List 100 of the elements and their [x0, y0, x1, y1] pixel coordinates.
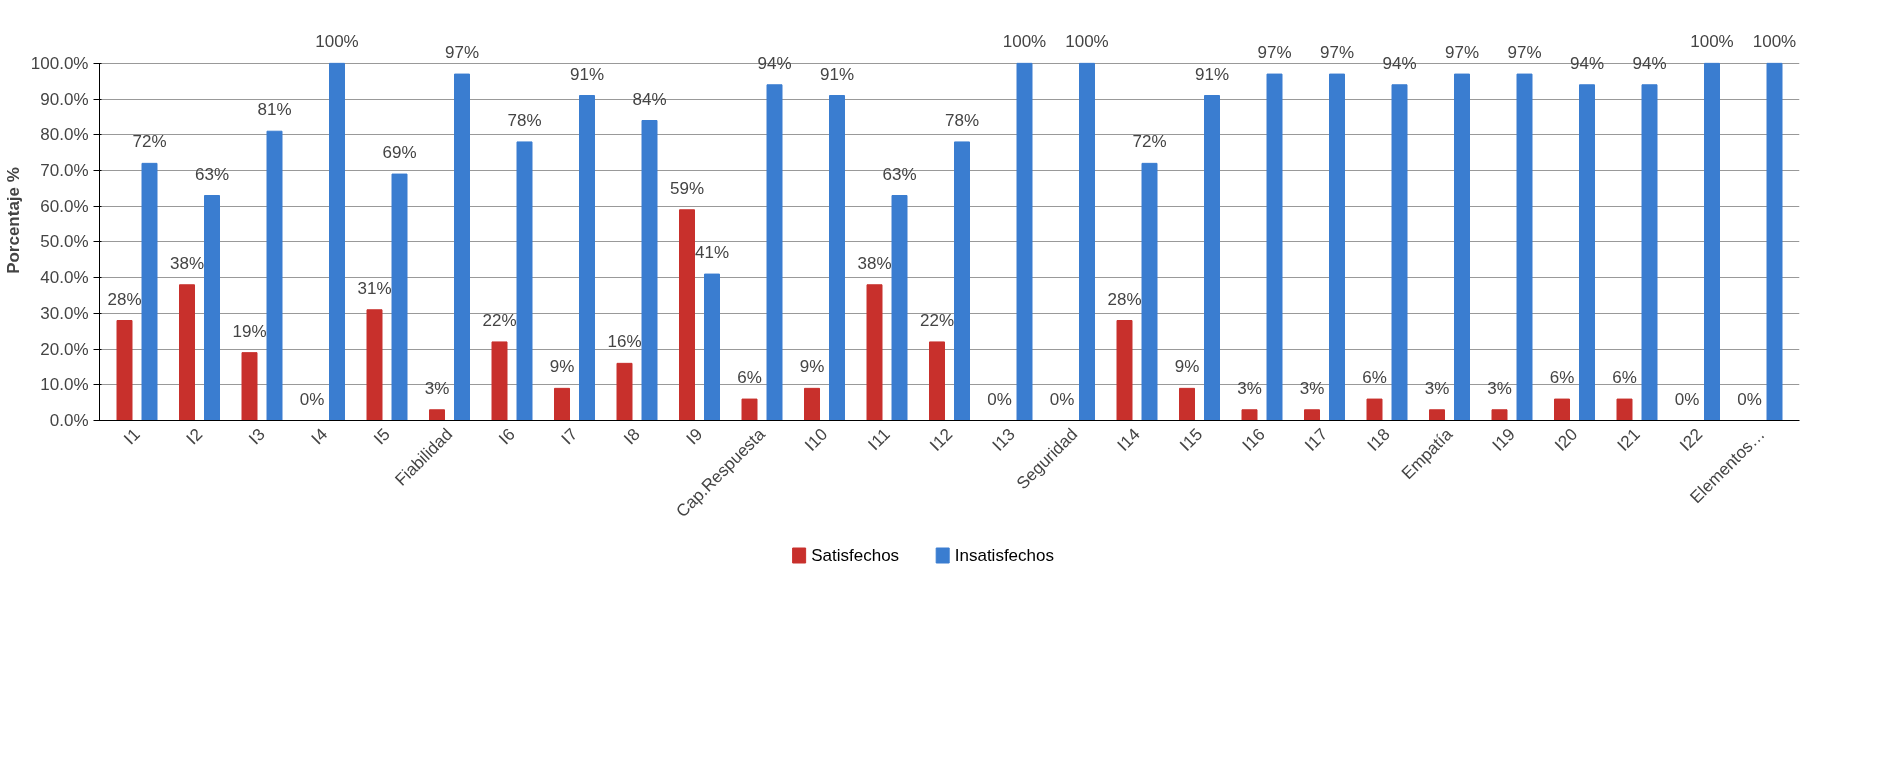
- data-label: 97%: [1444, 43, 1480, 63]
- data-label: 94%: [1382, 53, 1417, 73]
- data-label: 97%: [1507, 43, 1542, 63]
- x-tick-label: I11: [864, 424, 894, 455]
- data-label: 0%: [1674, 389, 1700, 409]
- x-tick-label: I1: [120, 424, 144, 449]
- bar: [1016, 62, 1033, 421]
- data-label: 100%: [1065, 32, 1109, 52]
- bar: [679, 209, 695, 421]
- data-label: 16%: [607, 332, 642, 352]
- bar: [641, 120, 658, 421]
- bar: [179, 284, 195, 421]
- bar: [766, 84, 783, 421]
- data-label: 91%: [569, 64, 605, 84]
- bar: [1304, 409, 1320, 421]
- bar: [116, 320, 133, 421]
- data-label: 72%: [1132, 132, 1167, 152]
- data-label: 59%: [669, 178, 705, 198]
- data-label: 97%: [1319, 43, 1355, 63]
- y-tick-label: 20.0%: [40, 339, 89, 359]
- bar: [929, 341, 945, 421]
- data-label: 100%: [1690, 32, 1734, 52]
- bar: [366, 309, 383, 421]
- data-label: 9%: [1174, 357, 1200, 377]
- bar: [1391, 84, 1408, 421]
- bar: [1241, 409, 1258, 421]
- data-label: 94%: [757, 53, 792, 73]
- x-tick-label: I2: [182, 424, 207, 449]
- data-label: 78%: [507, 110, 542, 130]
- bar: [1616, 398, 1633, 421]
- x-tick-label: I5: [370, 424, 394, 449]
- data-label: 84%: [632, 89, 667, 109]
- bar: [429, 409, 445, 421]
- y-tick-label: 40.0%: [40, 268, 89, 288]
- bar: [1179, 387, 1195, 421]
- data-label: 3%: [424, 378, 450, 398]
- data-label: 0%: [987, 389, 1012, 409]
- data-label: 3%: [1487, 378, 1512, 398]
- x-tick-label: I14: [1113, 424, 1144, 455]
- x-tick-label: I6: [495, 424, 519, 449]
- bar: [1704, 62, 1720, 421]
- bar: [1641, 84, 1658, 421]
- data-label: 100%: [1752, 32, 1797, 52]
- bar: [266, 130, 283, 421]
- data-label: 100%: [1002, 32, 1047, 52]
- bar: [1366, 398, 1383, 421]
- y-tick-label: 80.0%: [40, 125, 89, 145]
- x-tick-label: I16: [1238, 424, 1269, 455]
- data-label: 19%: [232, 321, 267, 341]
- data-label: 0%: [299, 389, 325, 409]
- data-label: 0%: [1737, 389, 1762, 409]
- data-label: 6%: [1362, 368, 1387, 388]
- x-tick-label: I7: [557, 424, 582, 449]
- bar: [1116, 320, 1133, 421]
- y-axis-title: Porcentaje %: [3, 167, 23, 274]
- bar: [1329, 73, 1345, 421]
- data-label: 78%: [944, 110, 980, 130]
- data-label: 3%: [1237, 378, 1262, 398]
- data-label: 3%: [1424, 378, 1450, 398]
- y-tick-label: 10.0%: [40, 375, 89, 395]
- data-label: 97%: [444, 43, 480, 63]
- x-tick-label: I21: [1613, 424, 1644, 455]
- y-tick-label: 0.0%: [49, 411, 89, 430]
- data-label: 63%: [882, 164, 917, 184]
- x-tick-label: I8: [620, 424, 644, 449]
- data-label: 31%: [357, 278, 392, 298]
- bar: [1079, 62, 1095, 421]
- x-tick-label: I15: [1176, 424, 1207, 455]
- bar: [866, 284, 883, 421]
- bar: [391, 173, 408, 421]
- y-tick-label: 90.0%: [40, 89, 89, 109]
- bar: [141, 162, 158, 421]
- bar: [1579, 84, 1595, 421]
- bar: [704, 273, 720, 421]
- bar: [1266, 73, 1283, 421]
- data-label: 9%: [549, 357, 575, 377]
- bar: [891, 195, 908, 421]
- bar: [204, 195, 220, 421]
- data-label: 81%: [257, 100, 292, 120]
- data-label: 22%: [919, 310, 955, 330]
- bar: [329, 62, 345, 421]
- bar: [1429, 409, 1445, 421]
- data-label: 72%: [132, 132, 167, 152]
- legend-label: Satisfechos: [811, 546, 900, 565]
- x-tick-label: I19: [1488, 424, 1519, 455]
- y-tick-label: 70.0%: [40, 161, 89, 180]
- x-tick-label: I17: [1301, 424, 1332, 455]
- data-label: 28%: [107, 289, 142, 309]
- data-label: 41%: [694, 243, 730, 263]
- data-label: 9%: [799, 357, 825, 377]
- bar: [1204, 95, 1220, 421]
- bar: [1554, 398, 1570, 421]
- bar: [1491, 409, 1508, 421]
- bar: [579, 95, 595, 421]
- data-label: 94%: [1632, 53, 1667, 73]
- data-label: 63%: [194, 164, 230, 184]
- data-label: 91%: [819, 64, 855, 84]
- bar: [554, 387, 570, 421]
- bar: [954, 141, 970, 421]
- data-label: 28%: [1107, 289, 1142, 309]
